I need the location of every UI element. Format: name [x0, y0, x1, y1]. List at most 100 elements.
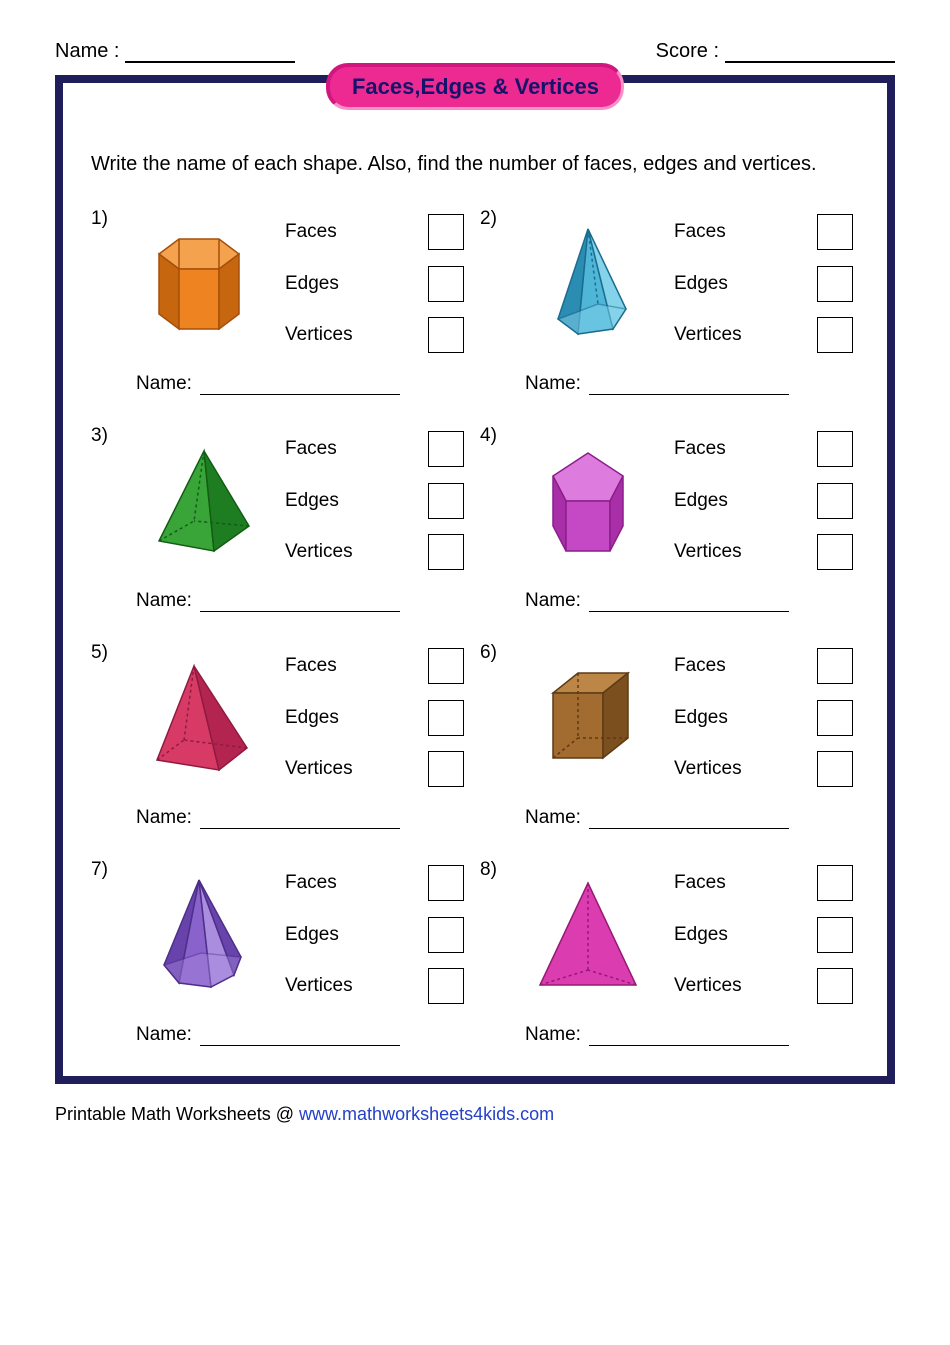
- score-blank[interactable]: [725, 45, 895, 63]
- faces-box[interactable]: [817, 431, 853, 467]
- vertices-label: Vertices: [285, 758, 353, 780]
- worksheet-frame: Faces,Edges & Vertices Write the name of…: [55, 75, 895, 1084]
- shape-name-blank[interactable]: [200, 596, 400, 612]
- footer-link[interactable]: www.mathworksheets4kids.com: [299, 1104, 554, 1124]
- faces-box[interactable]: [428, 431, 464, 467]
- problem-cell: 2) Faces Edges Vertices Name:: [480, 206, 859, 395]
- edges-label: Edges: [674, 707, 728, 729]
- edges-label: Edges: [674, 273, 728, 295]
- problem-cell: 7) Faces Edges Vertices Name:: [91, 857, 470, 1046]
- problem-cell: 8) Faces Edges Vertices Name:: [480, 857, 859, 1046]
- edges-label: Edges: [285, 707, 339, 729]
- vertices-label: Vertices: [674, 541, 742, 563]
- shape-name-blank[interactable]: [200, 813, 400, 829]
- shape-name-row: Name:: [91, 1024, 470, 1046]
- name-field[interactable]: Name :: [55, 40, 295, 63]
- vertices-box[interactable]: [817, 317, 853, 353]
- faces-box[interactable]: [817, 214, 853, 250]
- faces-label: Faces: [285, 872, 337, 894]
- problems-grid: 1) Faces Edges Vertices Name: 2) Faces E…: [91, 206, 859, 1046]
- problem-number: 4): [480, 423, 502, 578]
- shape-cube-icon: [508, 640, 668, 795]
- faces-label: Faces: [674, 438, 726, 460]
- shape-name-blank[interactable]: [589, 813, 789, 829]
- vertices-box[interactable]: [428, 751, 464, 787]
- shape-name-row: Name:: [91, 807, 470, 829]
- shape-name-blank[interactable]: [589, 379, 789, 395]
- faces-box[interactable]: [817, 648, 853, 684]
- attributes: Faces Edges Vertices: [674, 423, 859, 578]
- edges-box[interactable]: [817, 483, 853, 519]
- footer: Printable Math Worksheets @ www.mathwork…: [55, 1104, 895, 1125]
- vertices-label: Vertices: [285, 324, 353, 346]
- edges-box[interactable]: [428, 700, 464, 736]
- edges-box[interactable]: [817, 917, 853, 953]
- shape-pentagonal-prism-icon: [508, 423, 668, 578]
- vertices-box[interactable]: [428, 317, 464, 353]
- problem-cell: 4) Faces Edges Vertices Name:: [480, 423, 859, 612]
- shape-name-row: Name:: [480, 373, 859, 395]
- problem-number: 5): [91, 640, 113, 795]
- edges-label: Edges: [285, 273, 339, 295]
- shape-name-row: Name:: [480, 1024, 859, 1046]
- vertices-box[interactable]: [817, 968, 853, 1004]
- edges-box[interactable]: [428, 266, 464, 302]
- shape-name-blank[interactable]: [589, 1030, 789, 1046]
- problem-cell: 1) Faces Edges Vertices Name:: [91, 206, 470, 395]
- faces-label: Faces: [674, 655, 726, 677]
- faces-box[interactable]: [428, 648, 464, 684]
- shape-name-blank[interactable]: [200, 1030, 400, 1046]
- vertices-box[interactable]: [817, 534, 853, 570]
- problem-number: 3): [91, 423, 113, 578]
- problem-number: 2): [480, 206, 502, 361]
- shape-name-blank[interactable]: [200, 379, 400, 395]
- attributes: Faces Edges Vertices: [285, 423, 470, 578]
- shape-name-row: Name:: [91, 590, 470, 612]
- edges-box[interactable]: [428, 483, 464, 519]
- name-label: Name :: [55, 40, 119, 62]
- name-blank[interactable]: [125, 45, 295, 63]
- faces-box[interactable]: [817, 865, 853, 901]
- score-field[interactable]: Score :: [656, 40, 895, 63]
- faces-label: Faces: [285, 655, 337, 677]
- vertices-label: Vertices: [674, 975, 742, 997]
- problem-cell: 3) Faces Edges Vertices Name:: [91, 423, 470, 612]
- edges-label: Edges: [285, 924, 339, 946]
- vertices-label: Vertices: [285, 541, 353, 563]
- faces-box[interactable]: [428, 214, 464, 250]
- shape-name-row: Name:: [480, 807, 859, 829]
- problem-number: 7): [91, 857, 113, 1012]
- attributes: Faces Edges Vertices: [285, 857, 470, 1012]
- instruction-text: Write the name of each shape. Also, find…: [91, 153, 859, 176]
- worksheet-title: Faces,Edges & Vertices: [326, 63, 624, 110]
- shape-hexagonal-pyramid-icon: [119, 857, 279, 1012]
- vertices-box[interactable]: [817, 751, 853, 787]
- edges-label: Edges: [674, 490, 728, 512]
- problem-number: 6): [480, 640, 502, 795]
- attributes: Faces Edges Vertices: [674, 640, 859, 795]
- faces-label: Faces: [674, 221, 726, 243]
- problem-number: 8): [480, 857, 502, 1012]
- problem-cell: 6) Faces Edges Vertices Name:: [480, 640, 859, 829]
- faces-label: Faces: [674, 872, 726, 894]
- problem-number: 1): [91, 206, 113, 361]
- vertices-box[interactable]: [428, 534, 464, 570]
- footer-prefix: Printable Math Worksheets @: [55, 1104, 299, 1124]
- shape-square-pyramid-icon: [119, 640, 279, 795]
- shape-name-row: Name:: [480, 590, 859, 612]
- edges-box[interactable]: [428, 917, 464, 953]
- shape-tetrahedron-icon: [508, 857, 668, 1012]
- score-label: Score :: [656, 40, 719, 62]
- shape-name-blank[interactable]: [589, 596, 789, 612]
- vertices-label: Vertices: [674, 758, 742, 780]
- problem-cell: 5) Faces Edges Vertices Name:: [91, 640, 470, 829]
- edges-box[interactable]: [817, 266, 853, 302]
- shape-triangular-prism-icon: [119, 423, 279, 578]
- attributes: Faces Edges Vertices: [674, 857, 859, 1012]
- edges-box[interactable]: [817, 700, 853, 736]
- vertices-box[interactable]: [428, 968, 464, 1004]
- shape-hexagonal-prism-icon: [119, 206, 279, 361]
- shape-name-row: Name:: [91, 373, 470, 395]
- faces-box[interactable]: [428, 865, 464, 901]
- attributes: Faces Edges Vertices: [285, 640, 470, 795]
